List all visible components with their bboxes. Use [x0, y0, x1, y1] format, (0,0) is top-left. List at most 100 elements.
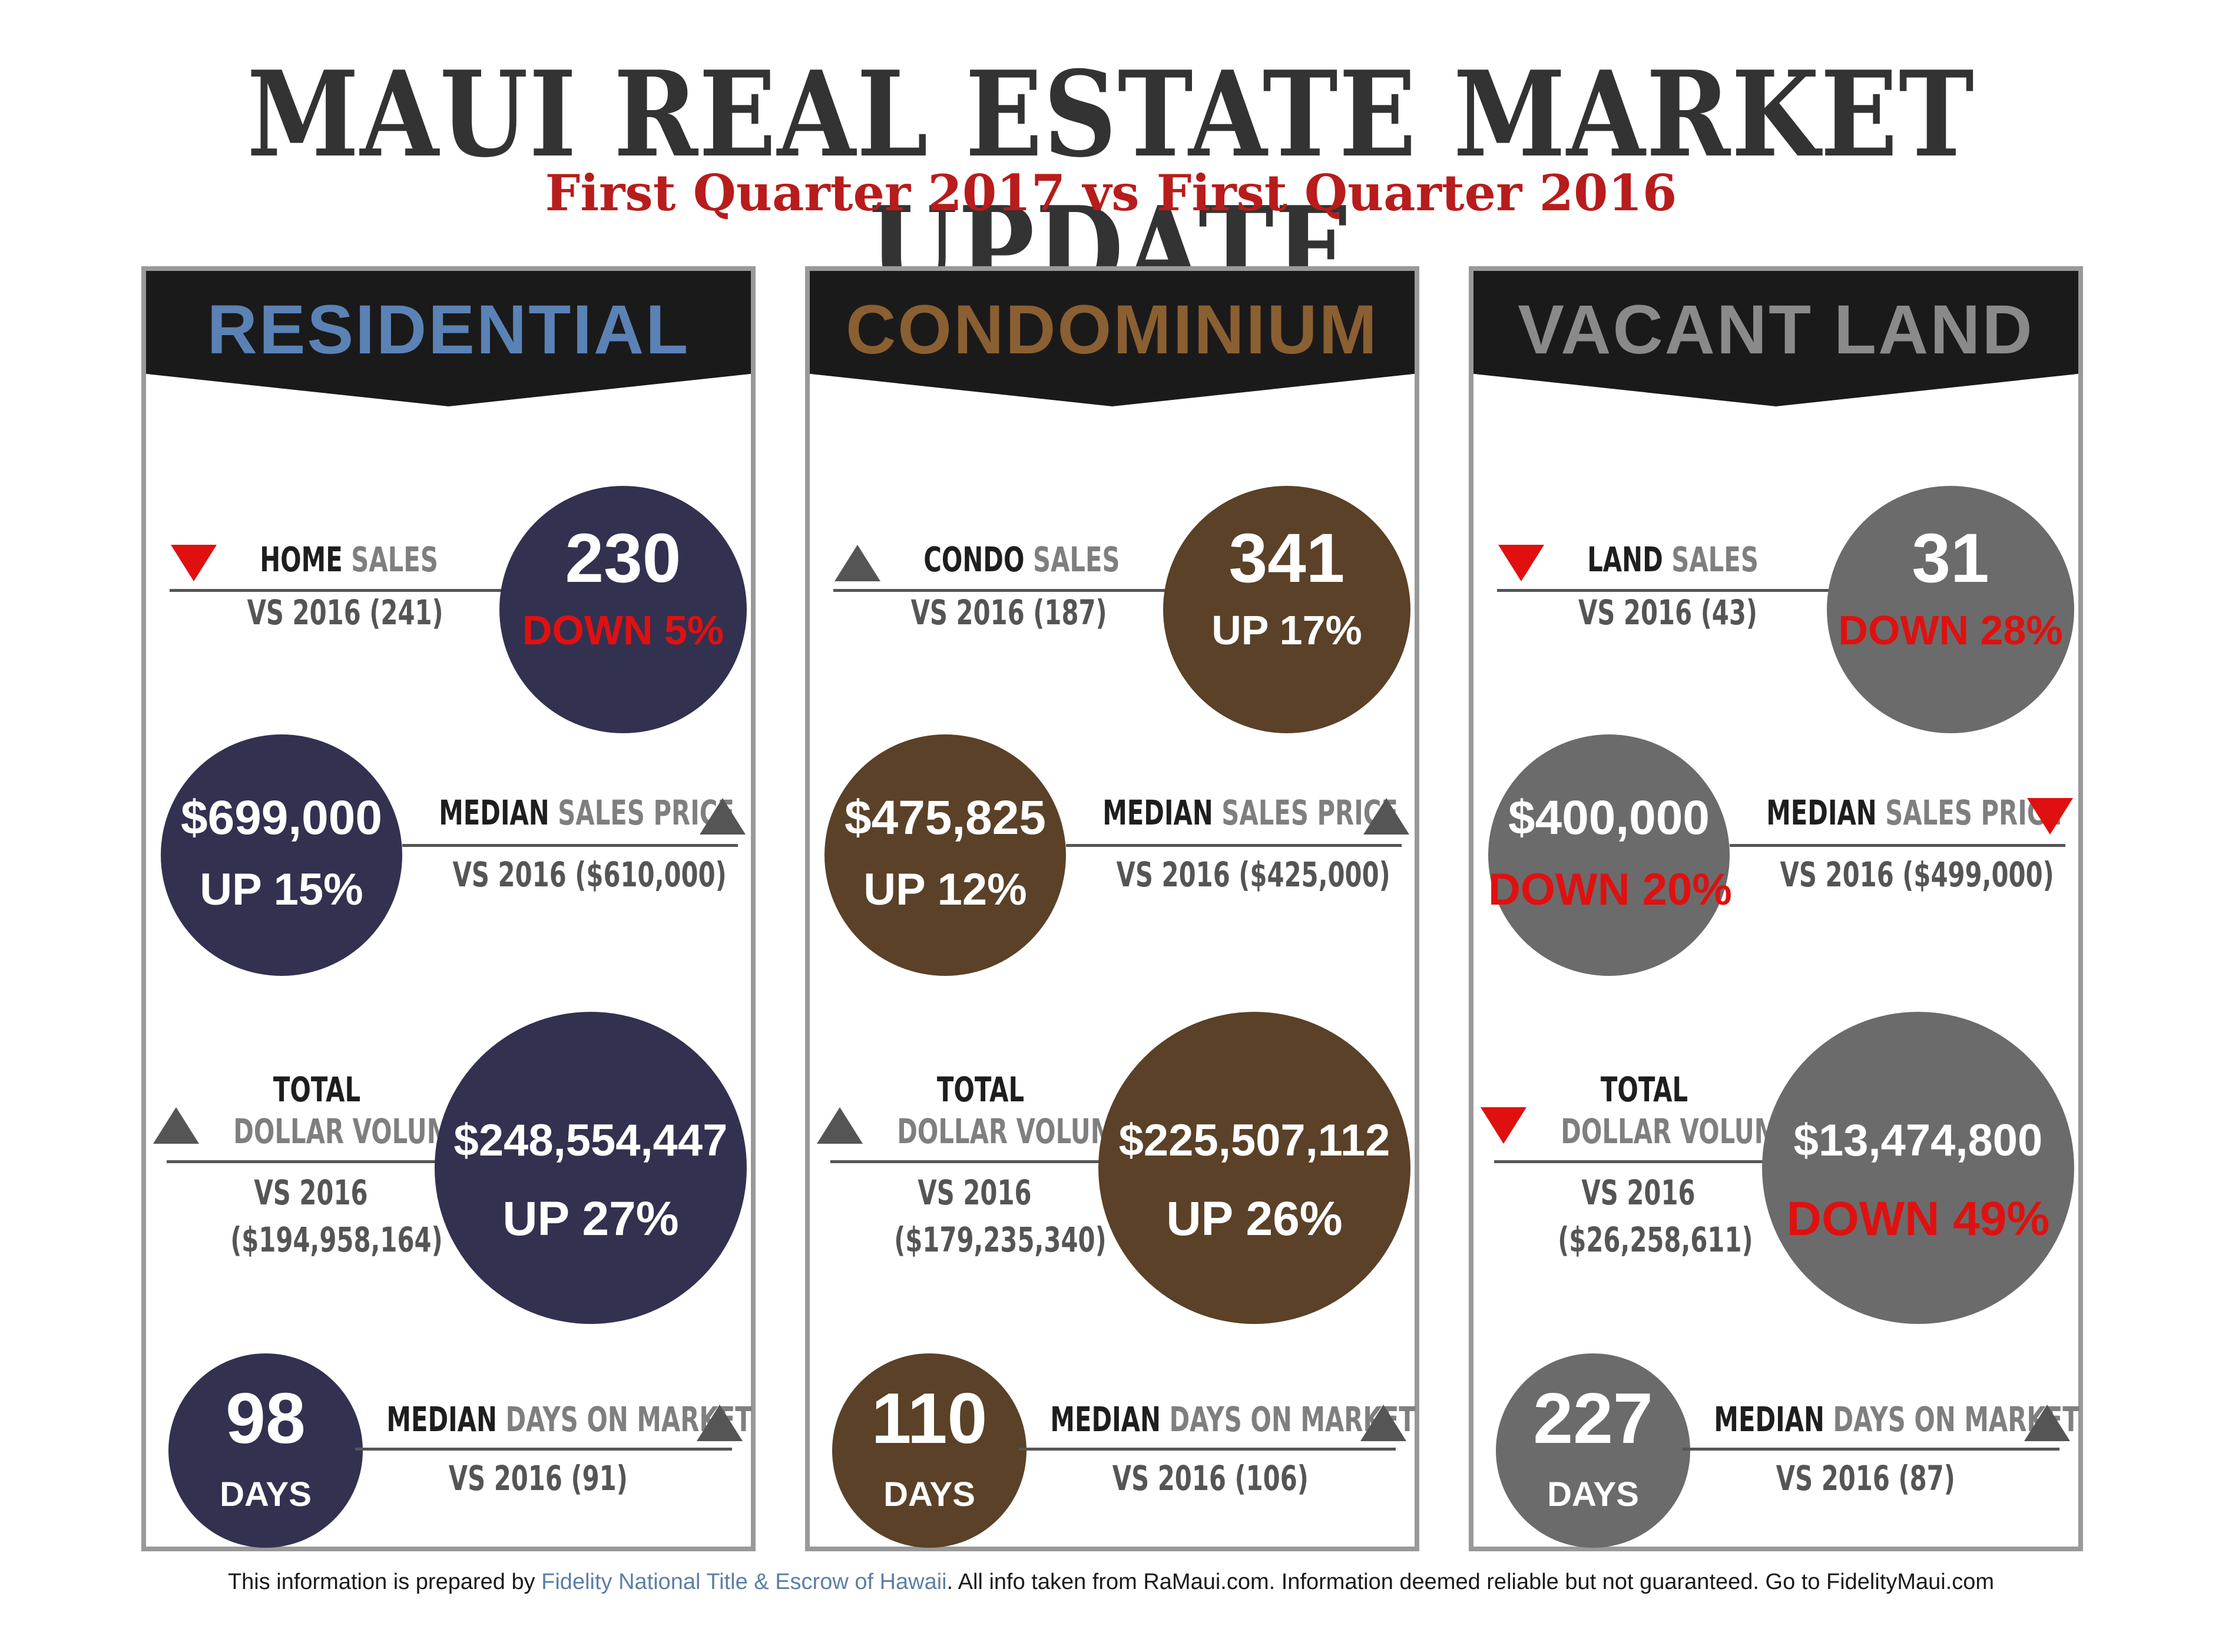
- volume-value: $248,554,447: [453, 1115, 728, 1166]
- sales-divider: [833, 589, 1187, 592]
- days-divider: [355, 1448, 732, 1451]
- volume-compare-value: ($179,235,340): [894, 1220, 1107, 1260]
- median-price-divider: [1066, 844, 1402, 847]
- median-price-circle: $699,000 UP 15%: [161, 734, 402, 976]
- sales-up-arrow-icon: [835, 545, 880, 581]
- days-up-arrow-icon: [2024, 1405, 2070, 1441]
- footer-prefix: This information is prepared by: [227, 1570, 542, 1594]
- sales-divider: [1497, 589, 1850, 592]
- median-price-change: DOWN 20%: [1488, 865, 1732, 915]
- footer-suffix: . All info taken from RaMaui.com. Inform…: [946, 1570, 1995, 1594]
- median-price-change: UP 15%: [200, 865, 363, 915]
- days-value: 110: [871, 1378, 988, 1458]
- volume-value: $225,507,112: [1118, 1115, 1390, 1166]
- median-price-circle: $475,825 UP 12%: [824, 734, 1066, 976]
- panel-title: VACANT LAND: [1518, 291, 2034, 369]
- sales-change: DOWN 5%: [522, 607, 724, 653]
- days-divider: [1683, 1448, 2059, 1451]
- footer-company-link[interactable]: Fidelity National Title & Escrow of Hawa…: [541, 1570, 947, 1594]
- panel-title: RESIDENTIAL: [207, 291, 690, 369]
- volume-up-arrow-icon: [153, 1107, 199, 1144]
- panel-residential: RESIDENTIAL HOME SALES VS 2016 (241) 230…: [141, 266, 756, 1551]
- volume-divider: [830, 1160, 1137, 1163]
- volume-change: UP 26%: [1166, 1192, 1343, 1246]
- panel-condo: CONDOMINIUM CONDO SALES VS 2016 (187) 34…: [805, 266, 1419, 1551]
- median-price-compare: VS 2016 ($499,000): [1780, 855, 2054, 895]
- sales-compare: VS 2016 (43): [1578, 592, 1757, 633]
- median-price-compare: VS 2016 ($610,000): [452, 855, 727, 895]
- median-price-up-arrow-icon: [1363, 798, 1409, 835]
- median-price-change: UP 12%: [863, 865, 1027, 915]
- volume-change: DOWN 49%: [1786, 1192, 2050, 1246]
- sales-label: CONDO SALES: [923, 539, 1120, 580]
- page-title: MAUI REAL ESTATE MARKET UPDATE: [247, 45, 1975, 319]
- volume-label-total: TOTAL: [273, 1070, 361, 1110]
- volume-value: $13,474,800: [1793, 1115, 2043, 1166]
- panel-banner: [1473, 271, 2078, 406]
- sales-circle: 341 UP 17%: [1163, 486, 1410, 733]
- volume-down-arrow-icon: [1481, 1107, 1526, 1144]
- median-price-value: $400,000: [1508, 791, 1710, 845]
- volume-compare-value: ($26,258,611): [1558, 1220, 1753, 1260]
- days-circle: 110 DAYS: [832, 1353, 1026, 1548]
- sales-down-arrow-icon: [171, 545, 217, 581]
- sales-label: LAND SALES: [1587, 539, 1759, 580]
- volume-label-total: TOTAL: [936, 1070, 1025, 1110]
- days-circle: 98 DAYS: [168, 1353, 363, 1548]
- sales-circle: 230 DOWN 5%: [499, 486, 747, 733]
- volume-up-arrow-icon: [817, 1107, 863, 1144]
- panel-banner: [146, 271, 751, 406]
- sales-change: UP 17%: [1211, 607, 1362, 653]
- sales-value: 230: [565, 519, 681, 597]
- days-value: 227: [1533, 1378, 1653, 1458]
- days-circle: 227 DAYS: [1496, 1353, 1690, 1548]
- volume-circle: $13,474,800 DOWN 49%: [1762, 1012, 2074, 1324]
- volume-label-dollar: DOLLAR VOLUME: [1561, 1111, 1796, 1151]
- volume-circle: $248,554,447 UP 27%: [435, 1012, 747, 1324]
- volume-change: UP 27%: [502, 1192, 679, 1246]
- footer-note: This information is prepared by Fidelity…: [0, 1570, 2222, 1595]
- median-price-value: $475,825: [844, 791, 1046, 845]
- volume-compare-label: VS 2016: [1581, 1173, 1696, 1213]
- days-up-arrow-icon: [697, 1405, 743, 1441]
- volume-compare-label: VS 2016: [254, 1173, 368, 1213]
- volume-label-total: TOTAL: [1600, 1070, 1688, 1110]
- sales-down-arrow-icon: [1498, 545, 1544, 581]
- days-compare: VS 2016 (91): [448, 1458, 628, 1498]
- sales-compare: VS 2016 (241): [247, 592, 443, 633]
- days-divider: [1019, 1448, 1396, 1451]
- days-label: MEDIAN DAYS ON MARKET: [1050, 1399, 1416, 1439]
- panel-title: CONDOMINIUM: [846, 291, 1379, 369]
- sales-label: HOME SALES: [260, 539, 438, 580]
- panel-banner: [810, 271, 1415, 406]
- volume-label-dollar: DOLLAR VOLUME: [897, 1111, 1132, 1151]
- sales-divider: [170, 589, 523, 592]
- volume-divider: [1494, 1160, 1800, 1163]
- volume-circle: $225,507,112 UP 26%: [1098, 1012, 1410, 1324]
- days-unit: DAYS: [1547, 1475, 1639, 1514]
- sales-compare: VS 2016 (187): [910, 592, 1107, 633]
- sales-value: 31: [1912, 519, 1989, 597]
- days-compare: VS 2016 (106): [1112, 1458, 1309, 1498]
- median-price-divider: [1730, 844, 2065, 847]
- median-price-divider: [402, 844, 738, 847]
- days-label: MEDIAN DAYS ON MARKET: [386, 1399, 752, 1439]
- volume-label-dollar: DOLLAR VOLUME: [233, 1111, 468, 1151]
- days-label: MEDIAN DAYS ON MARKET: [1714, 1399, 2079, 1439]
- median-price-label: MEDIAN SALES PRICE: [1766, 793, 2062, 833]
- sales-change: DOWN 28%: [1838, 607, 2063, 653]
- median-price-value: $699,000: [180, 791, 382, 845]
- volume-divider: [167, 1160, 473, 1163]
- median-price-down-arrow-icon: [2027, 798, 2073, 835]
- sales-value: 341: [1228, 519, 1345, 597]
- median-price-up-arrow-icon: [700, 798, 746, 835]
- panel-land: VACANT LAND LAND SALES VS 2016 (43) 31 D…: [1469, 266, 2083, 1551]
- days-value: 98: [226, 1378, 306, 1458]
- sales-circle: 31 DOWN 28%: [1827, 486, 2074, 733]
- days-compare: VS 2016 (87): [1776, 1458, 1955, 1498]
- days-unit: DAYS: [883, 1475, 975, 1514]
- volume-compare-value: ($194,958,164): [230, 1220, 443, 1260]
- median-price-circle: $400,000 DOWN 20%: [1488, 734, 1732, 976]
- median-price-compare: VS 2016 ($425,000): [1116, 855, 1390, 895]
- median-price-label: MEDIAN SALES PRICE: [1102, 793, 1398, 833]
